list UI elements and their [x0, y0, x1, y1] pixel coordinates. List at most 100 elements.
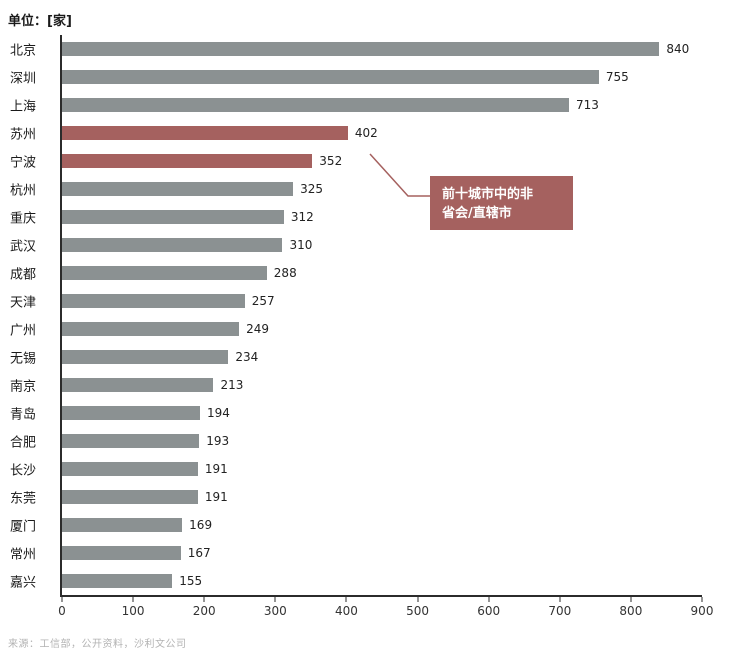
category-label: 成都 [10, 267, 37, 283]
bar-chart-plot-area: 北京 840 深圳 755 上海 713 苏州 402 宁波 352 杭州 325 重庆 312 武汉 310… [10, 35, 702, 597]
category-label: 上海 [10, 99, 37, 115]
bar-row: 深圳 755 [10, 63, 702, 91]
value-label: 249 [246, 322, 269, 336]
bar-row: 宁波 352 [10, 147, 702, 175]
bar-row: 成都 288 [10, 259, 702, 287]
category-label: 宁波 [10, 155, 37, 171]
x-axis: 0 100 200 300 400 500 600 700 800 900 [58, 597, 713, 619]
callout-line [369, 153, 434, 197]
category-label: 北京 [10, 43, 37, 59]
category-label: 长沙 [10, 463, 37, 479]
category-label: 深圳 [10, 71, 37, 87]
bar-row: 苏州 402 [10, 119, 702, 147]
bar [62, 294, 245, 308]
value-label: 713 [576, 98, 599, 112]
value-label: 194 [206, 406, 230, 420]
annotation-box: 前十城市中的非 省会/直辖市 [430, 176, 573, 230]
category-label: 广州 [10, 323, 37, 339]
value-label: 310 [289, 238, 313, 252]
category-label: 嘉兴 [10, 575, 37, 591]
bar-row: 常州 167 [10, 539, 702, 567]
x-tick-mark [488, 597, 490, 602]
category-label: 南京 [10, 379, 37, 395]
value-label: 167 [187, 546, 211, 560]
bar-row: 北京 840 [10, 35, 702, 63]
x-tick-label: 600 [477, 604, 501, 618]
x-tick-label: 200 [192, 604, 216, 618]
x-tick-mark [417, 597, 419, 602]
bar-row: 嘉兴 155 [10, 567, 702, 595]
bar [62, 406, 200, 420]
x-tick-mark [61, 597, 63, 602]
bar-row: 厦门 169 [10, 511, 702, 539]
x-tick-mark [274, 597, 276, 602]
bar-row: 南京 213 [10, 371, 702, 399]
bar-row: 东莞 191 [10, 483, 702, 511]
bar-row: 长沙 191 [10, 455, 702, 483]
value-label: 193 [206, 434, 230, 448]
x-tick-mark [559, 597, 561, 602]
chart-title: 单位：[家] [8, 14, 72, 29]
x-tick-mark [203, 597, 205, 602]
source-note: 来源：工信部，公开资料，沙利文公司 [8, 639, 187, 650]
bar [62, 238, 283, 252]
x-tick-label: 400 [334, 604, 358, 618]
category-label: 青岛 [10, 407, 37, 423]
bar-row: 重庆 312 [10, 203, 702, 231]
bar-highlighted [62, 154, 313, 168]
category-label: 合肥 [10, 435, 37, 451]
x-tick-label: 700 [548, 604, 572, 618]
category-label: 东莞 [10, 491, 37, 507]
bar-row: 天津 257 [10, 287, 702, 315]
value-label: 312 [290, 210, 314, 224]
bar [62, 70, 599, 84]
bar [62, 434, 200, 448]
value-label: 840 [666, 42, 690, 56]
bar-row: 青岛 194 [10, 399, 702, 427]
x-tick-mark [345, 597, 347, 602]
x-tick-label: 800 [619, 604, 643, 618]
value-label: 755 [605, 70, 629, 84]
x-tick-label: 900 [690, 604, 714, 618]
value-label: 402 [354, 126, 378, 140]
category-label: 无锡 [10, 351, 37, 367]
value-label: 169 [189, 518, 213, 532]
bar-row: 上海 713 [10, 91, 702, 119]
bar [62, 182, 294, 196]
x-tick-mark [630, 597, 632, 602]
value-label: 257 [251, 294, 275, 308]
x-tick-label: 500 [406, 604, 429, 618]
value-label: 325 [300, 182, 324, 196]
x-tick-label: 0 [58, 604, 66, 618]
bar-row: 广州 249 [10, 315, 702, 343]
value-label: 191 [204, 462, 228, 476]
bar [62, 378, 214, 392]
bar [62, 350, 229, 364]
category-label: 苏州 [10, 127, 37, 143]
value-label: 288 [273, 266, 297, 280]
bar-row: 无锡 234 [10, 343, 702, 371]
category-label: 武汉 [10, 239, 37, 255]
bar [62, 574, 173, 588]
bar [62, 462, 198, 476]
x-tick-label: 100 [121, 604, 145, 618]
value-label: 155 [179, 574, 203, 588]
annotation-text-line2: 省会/直辖市 [442, 206, 512, 221]
value-label: 352 [319, 154, 343, 168]
value-label: 234 [235, 350, 259, 364]
bar-row: 武汉 310 [10, 231, 702, 259]
bar [62, 98, 570, 112]
category-label: 厦门 [10, 519, 37, 535]
bar [62, 210, 284, 224]
category-label: 天津 [10, 295, 37, 311]
x-tick-label: 300 [263, 604, 287, 618]
category-label: 杭州 [10, 183, 37, 199]
bar [62, 490, 198, 504]
x-tick-mark [701, 597, 703, 602]
annotation-text-line1: 前十城市中的非 [442, 187, 534, 202]
value-label: 213 [220, 378, 244, 392]
bar [62, 518, 183, 532]
category-label: 常州 [10, 547, 37, 563]
bar [62, 42, 660, 56]
